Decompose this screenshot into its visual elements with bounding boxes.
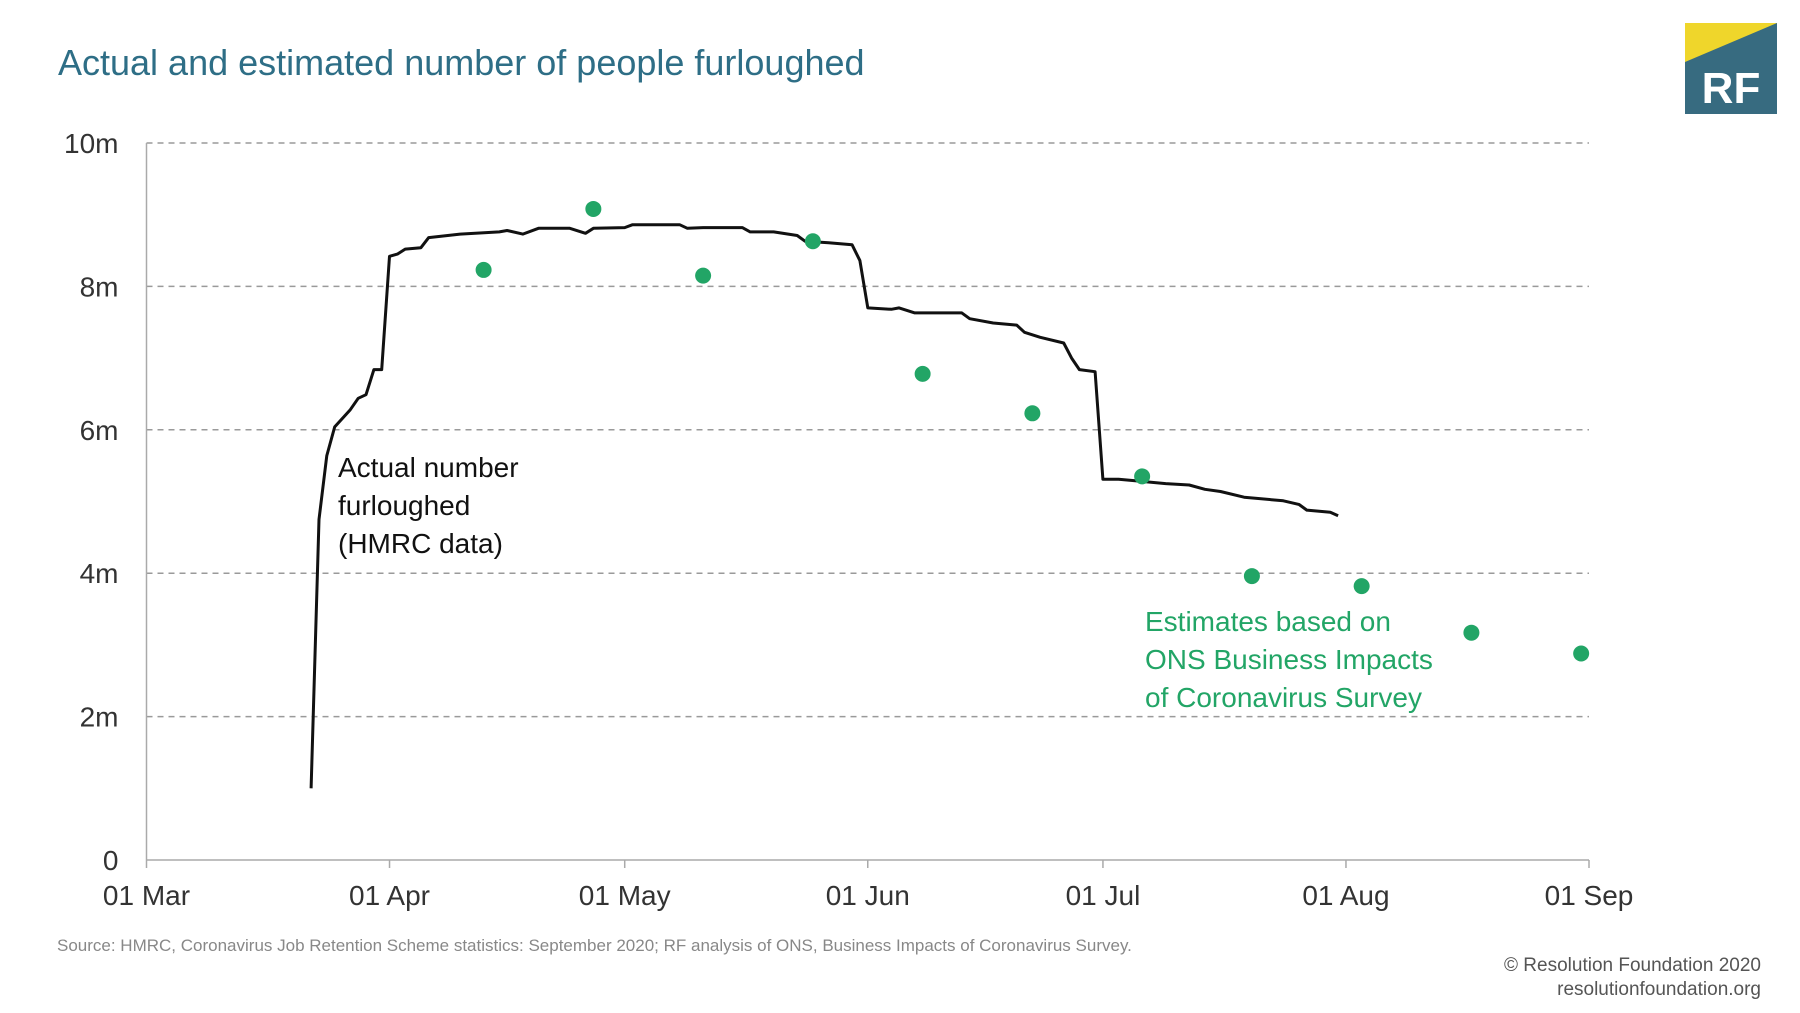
source-note: Source: HMRC, Coronavirus Job Retention …	[57, 936, 1132, 955]
estimate-annotation-line: ONS Business Impacts	[1145, 644, 1433, 675]
x-tick-label: 01 Apr	[349, 880, 430, 911]
estimate-point	[695, 267, 712, 284]
estimate-point	[1024, 405, 1041, 422]
x-tick-label: 01 May	[579, 880, 671, 911]
estimate-point	[1573, 645, 1590, 662]
y-tick-label: 10m	[64, 128, 118, 159]
y-tick-label: 4m	[80, 558, 119, 589]
actual-annotation-line: furloughed	[338, 490, 470, 521]
logo-yellow-triangle	[1685, 23, 1777, 62]
y-tick-label: 2m	[80, 702, 119, 733]
x-tick-label: 01 Jun	[826, 880, 910, 911]
y-tick-label: 6m	[80, 415, 119, 446]
y-tick-label: 8m	[80, 271, 119, 302]
estimate-annotation-line: Estimates based on	[1145, 606, 1391, 637]
estimate-annotation-line: of Coronavirus Survey	[1145, 682, 1422, 713]
logo-text: RF	[1702, 64, 1761, 113]
actual-annotation-line: Actual number	[338, 452, 519, 483]
website: resolutionfoundation.org	[1557, 979, 1761, 1000]
estimate-point	[1353, 578, 1370, 595]
estimate-point	[1243, 568, 1260, 585]
x-tick-label: 01 Jul	[1066, 880, 1141, 911]
actual-annotation-line: (HMRC data)	[338, 528, 503, 559]
rf-logo: RF	[1685, 23, 1777, 114]
x-tick-label: 01 Aug	[1302, 880, 1389, 911]
y-tick-label: 0	[103, 845, 119, 876]
x-tick-label: 01 Mar	[103, 880, 190, 911]
estimate-point	[914, 365, 931, 382]
estimate-point	[1463, 624, 1480, 641]
x-tick-label: 01 Sep	[1545, 880, 1634, 911]
actual-furloughed-line	[309, 223, 1339, 789]
copyright: © Resolution Foundation 2020	[1504, 955, 1761, 976]
estimate-point	[804, 233, 821, 250]
estimate-point	[1134, 468, 1151, 485]
chart-title: Actual and estimated number of people fu…	[58, 42, 865, 83]
estimate-point	[475, 261, 492, 278]
estimate-point	[585, 200, 602, 217]
